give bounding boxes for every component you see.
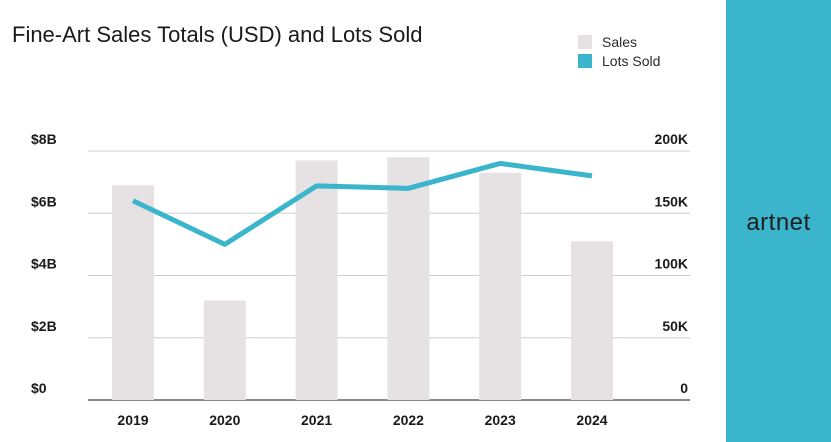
chart-legend: Sales Lots Sold (578, 32, 660, 70)
brand-panel: artnet (726, 0, 831, 442)
right-tick-label-2: 100K (655, 256, 688, 272)
legend-item-sales: Sales (578, 32, 660, 51)
legend-item-lots-sold: Lots Sold (578, 51, 660, 70)
bar-sales-2023 (479, 172, 522, 400)
legend-swatch-sales (578, 34, 592, 49)
chart-title: Fine-Art Sales Totals (USD) and Lots Sol… (12, 22, 423, 47)
right-tick-label-0: 0 (680, 380, 688, 396)
legend-label-lots-sold: Lots Sold (602, 52, 661, 69)
combo-chart: $0 $2B $4B $6B $8B 0 50K 100K 150K 200K 2019 2020 20… (31, 131, 690, 428)
line-lots-sold (131, 160, 593, 247)
bar-sales-2024 (571, 241, 613, 400)
right-tick-label-3: 150K (655, 193, 688, 209)
bar-sales-2021 (295, 160, 338, 400)
left-tick-label-4: $8B (31, 131, 57, 147)
x-tick-label-2020: 2020 (209, 412, 240, 428)
left-tick-label-3: $6B (31, 193, 57, 209)
x-tick-label-2024: 2024 (576, 412, 607, 428)
x-tick-label-2022: 2022 (393, 412, 424, 428)
x-tick-label-2023: 2023 (485, 412, 516, 428)
brand-logo-text: artnet (746, 208, 811, 236)
legend-label-sales: Sales (602, 33, 638, 50)
left-tick-label-1: $2B (31, 318, 57, 334)
bar-sales-2022 (387, 157, 430, 400)
left-tick-label-2: $4B (31, 256, 57, 272)
x-tick-label-2019: 2019 (117, 412, 148, 428)
legend-swatch-lots-sold (578, 53, 592, 68)
left-tick-label-0: $0 (31, 380, 47, 396)
right-tick-label-4: 200K (655, 131, 688, 147)
bar-sales-2019 (112, 185, 154, 400)
right-tick-label-1: 50K (662, 318, 688, 334)
bar-sales-2020 (203, 300, 246, 400)
x-tick-label-2021: 2021 (301, 412, 332, 428)
